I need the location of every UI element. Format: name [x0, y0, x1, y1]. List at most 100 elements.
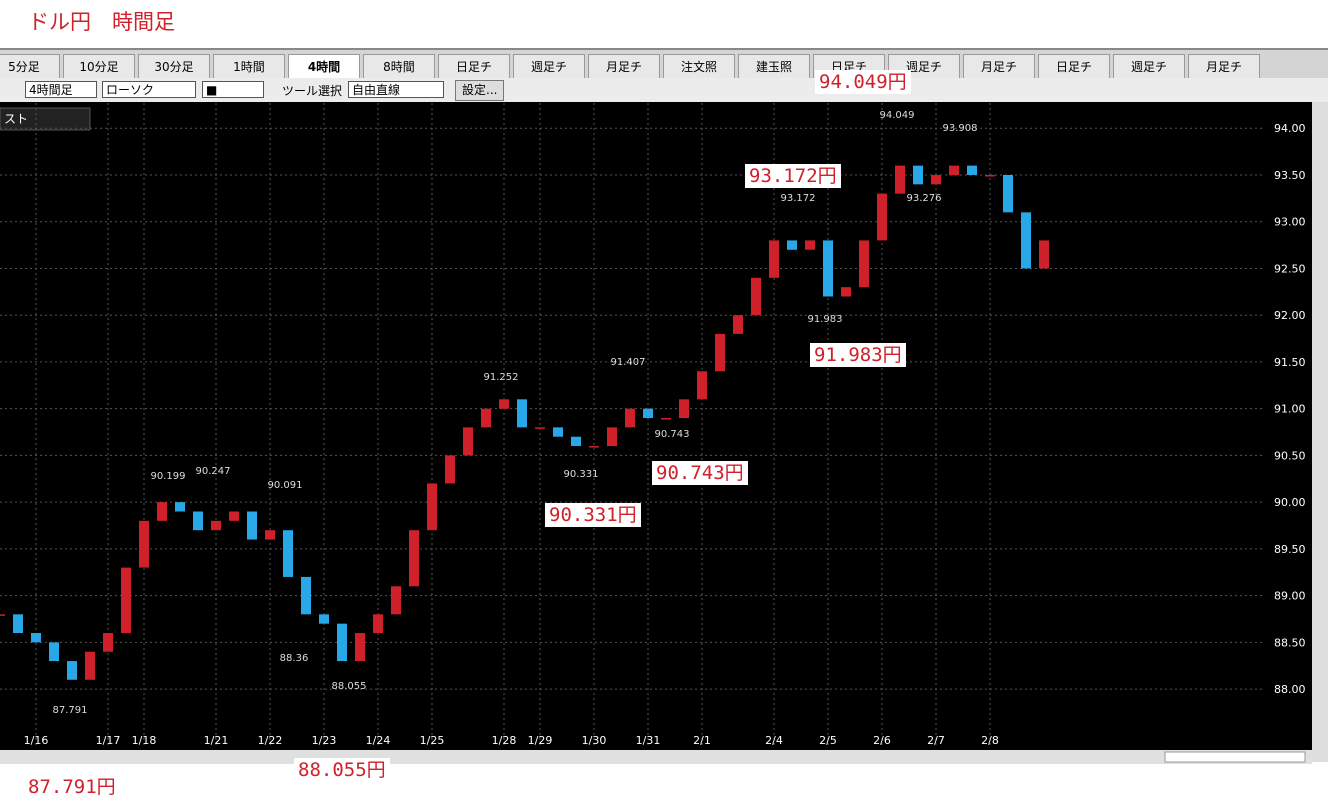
- x-tick-label: 1/23: [312, 734, 337, 747]
- tab[interactable]: 日足チ: [438, 54, 510, 78]
- candle: [301, 576, 311, 615]
- candle: [1003, 174, 1013, 213]
- y-tick-label: 90.50: [1274, 449, 1306, 462]
- y-tick-label: 92.50: [1274, 262, 1306, 275]
- price-label: 91.252: [484, 372, 519, 383]
- y-tick-label: 93.00: [1274, 216, 1306, 229]
- candle: [391, 586, 401, 615]
- tool-label: ツール選択: [282, 84, 343, 98]
- tool-select[interactable]: 自由直線: [348, 81, 444, 98]
- candle: [445, 455, 455, 484]
- scrollbar[interactable]: [0, 750, 1312, 764]
- callout: 91.983円: [810, 343, 906, 367]
- tab[interactable]: 4時間: [288, 54, 360, 78]
- x-tick-label: 1/29: [528, 734, 553, 747]
- x-tick-label: 2/4: [765, 734, 783, 747]
- callout: 87.791円: [24, 775, 120, 799]
- candle: [211, 520, 221, 531]
- y-tick-label: 89.00: [1274, 590, 1306, 603]
- price-label: 91.407: [611, 357, 646, 368]
- tab[interactable]: 1時間: [213, 54, 285, 78]
- tab[interactable]: 注文照: [663, 54, 735, 78]
- candle: [985, 174, 995, 177]
- period-select[interactable]: 4時間足: [25, 81, 97, 98]
- price-label: 90.247: [196, 466, 231, 477]
- candle: [571, 436, 581, 447]
- candle: [13, 614, 23, 634]
- candle: [697, 371, 707, 400]
- candle: [751, 277, 761, 316]
- y-tick-label: 94.00: [1274, 122, 1306, 135]
- x-tick-label: 1/31: [636, 734, 661, 747]
- candle: [535, 427, 545, 429]
- tab[interactable]: 月足チ: [1188, 54, 1260, 78]
- price-label: 93.172: [781, 193, 816, 204]
- tab[interactable]: 月足チ: [588, 54, 660, 78]
- candle: [841, 287, 851, 297]
- candle: [337, 623, 347, 662]
- y-tick-label: 91.50: [1274, 356, 1306, 369]
- candle: [247, 511, 257, 540]
- y-tick-label: 91.00: [1274, 403, 1306, 416]
- marker-select[interactable]: ■: [202, 81, 264, 98]
- tab[interactable]: 週足チ: [513, 54, 585, 78]
- y-tick-label: 88.00: [1274, 683, 1306, 696]
- callout: 93.172円: [745, 164, 841, 188]
- price-label: 87.791: [53, 705, 88, 716]
- candle: [517, 399, 527, 428]
- tab[interactable]: 日足チ: [1038, 54, 1110, 78]
- price-label: 90.743: [655, 429, 690, 440]
- x-tick-label: 1/16: [24, 734, 49, 747]
- candle: [553, 427, 563, 437]
- candle: [859, 240, 869, 288]
- candle: [319, 614, 329, 624]
- callout: 88.055円: [294, 758, 390, 782]
- y-tick-label: 90.00: [1274, 496, 1306, 509]
- price-label: 90.199: [151, 471, 186, 482]
- panel-header: [0, 107, 91, 131]
- tab[interactable]: 30分足: [138, 54, 210, 78]
- x-tick-label: 2/8: [981, 734, 999, 747]
- tab[interactable]: 月足チ: [963, 54, 1035, 78]
- candle: [589, 446, 599, 448]
- candle: [0, 614, 5, 616]
- candle: [913, 165, 923, 185]
- price-label: 93.276: [907, 193, 942, 204]
- candle: [265, 530, 275, 540]
- candle: [823, 240, 833, 297]
- x-tick-label: 1/25: [420, 734, 445, 747]
- candle: [787, 240, 797, 250]
- candle: [427, 483, 437, 531]
- price-label: 88.055: [332, 681, 367, 692]
- price-label: 88.36: [280, 653, 309, 664]
- style-select[interactable]: ローソク: [102, 81, 196, 98]
- candle: [733, 315, 743, 334]
- scroll-thumb[interactable]: [1164, 751, 1306, 763]
- candle: [715, 333, 725, 372]
- candle: [121, 567, 131, 634]
- callout: 90.743円: [652, 461, 748, 485]
- tab[interactable]: 建玉照: [738, 54, 810, 78]
- candle: [805, 240, 815, 250]
- price-label: 91.983: [808, 314, 843, 325]
- x-tick-label: 2/7: [927, 734, 945, 747]
- price-label: 93.908: [943, 123, 978, 134]
- candle: [139, 520, 149, 568]
- side: [1312, 102, 1328, 762]
- tab[interactable]: 週足チ: [1113, 54, 1185, 78]
- tab[interactable]: 8時間: [363, 54, 435, 78]
- candle: [175, 502, 185, 512]
- candle: [661, 418, 671, 420]
- candle: [1021, 212, 1031, 269]
- tab[interactable]: 10分足: [63, 54, 135, 78]
- candle: [625, 408, 635, 428]
- candle: [67, 661, 77, 680]
- plot-bg: [0, 102, 1312, 750]
- x-tick-label: 1/21: [204, 734, 229, 747]
- candle: [409, 530, 419, 587]
- x-tick-label: 1/17: [96, 734, 121, 747]
- candle: [967, 165, 977, 175]
- candle: [193, 511, 203, 531]
- tab[interactable]: 5分足: [0, 54, 60, 78]
- settings-button[interactable]: 設定...: [455, 80, 505, 101]
